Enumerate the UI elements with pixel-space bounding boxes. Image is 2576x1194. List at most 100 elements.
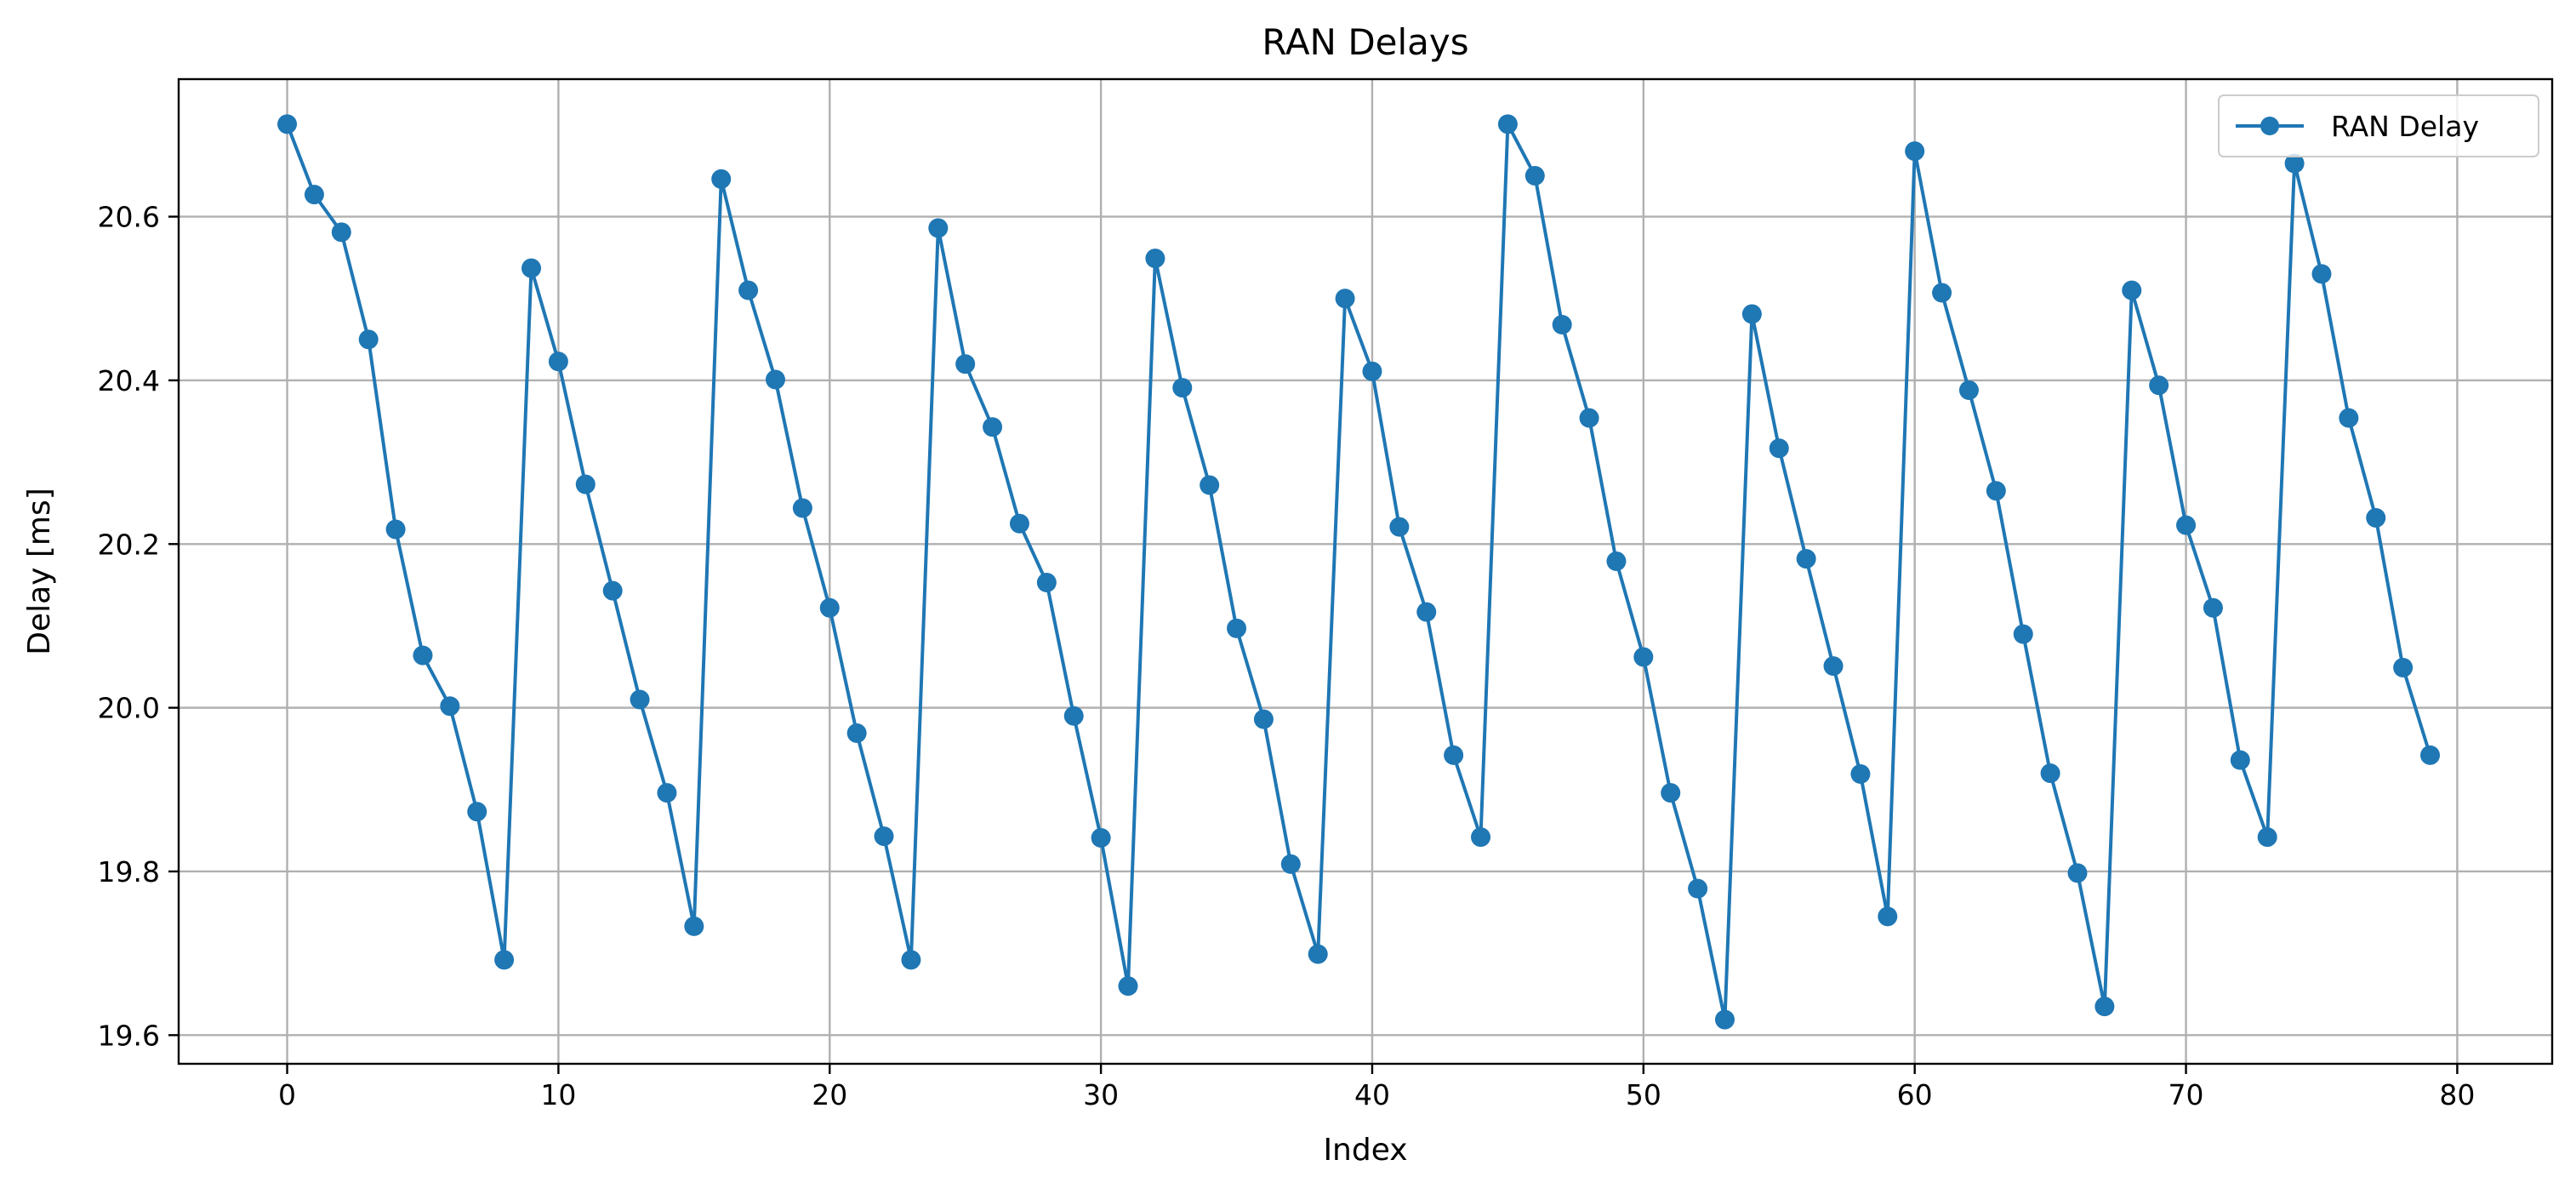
legend: RAN Delay	[2218, 94, 2539, 157]
data-point	[1091, 828, 1111, 848]
data-point	[521, 258, 542, 278]
data-point	[1741, 304, 1762, 324]
data-point	[1769, 438, 1789, 459]
data-point	[1280, 854, 1301, 874]
data-point	[1118, 976, 1138, 997]
data-point	[1525, 165, 1545, 186]
data-point	[657, 783, 677, 803]
chart-title: RAN Delays	[1262, 21, 1468, 63]
data-point	[1878, 906, 1898, 927]
y-tick-label: 19.8	[98, 855, 160, 888]
data-point	[358, 329, 379, 350]
data-point	[874, 826, 894, 847]
data-point	[1063, 706, 1084, 726]
data-point	[2149, 375, 2169, 396]
data-point	[2230, 750, 2250, 770]
x-tick-label: 80	[2439, 1078, 2475, 1111]
data-point	[1497, 114, 1518, 134]
data-point	[1633, 647, 1654, 667]
data-point	[1362, 361, 1382, 381]
data-point	[1661, 783, 1681, 803]
data-point	[2094, 997, 2115, 1017]
data-point	[2393, 658, 2414, 678]
data-point	[1796, 549, 1816, 569]
data-point	[602, 580, 623, 601]
data-point	[1986, 481, 2006, 501]
data-point	[630, 689, 650, 710]
data-point	[1389, 517, 1410, 537]
x-axis-label: Index	[1323, 1133, 1407, 1168]
data-point	[1688, 878, 1708, 899]
y-axis-label: Delay [ms]	[22, 488, 57, 655]
data-point	[1444, 745, 1464, 765]
x-tick-label: 70	[2169, 1078, 2204, 1111]
data-point	[955, 354, 976, 374]
data-point	[2067, 863, 2088, 883]
data-point	[2176, 515, 2197, 535]
data-point	[1552, 315, 1572, 335]
data-point	[304, 185, 324, 205]
data-point	[2040, 763, 2060, 784]
axes-frame	[177, 77, 2554, 1065]
data-point	[684, 916, 704, 936]
data-point	[1471, 827, 1491, 848]
data-point	[819, 597, 840, 618]
data-point	[2122, 280, 2142, 300]
data-point	[2203, 597, 2223, 618]
y-tick-label: 20.2	[98, 528, 160, 561]
data-point	[1606, 551, 1627, 571]
data-point	[1932, 283, 1952, 303]
data-point	[901, 950, 921, 970]
y-tick-label: 20.4	[98, 364, 160, 397]
data-point	[1850, 764, 1871, 785]
data-point	[1958, 380, 1979, 400]
data-point	[711, 169, 732, 189]
data-point	[277, 114, 298, 134]
x-tick-label: 40	[1354, 1078, 1390, 1111]
x-tick-label: 30	[1083, 1078, 1119, 1111]
data-point	[413, 645, 433, 666]
data-point	[1714, 1009, 1735, 1030]
data-point	[1200, 475, 1220, 495]
legend-box	[2218, 94, 2539, 157]
data-point	[2339, 408, 2359, 428]
y-axis: 19.6 19.8 20.0 20.2 20.4 20.6	[98, 201, 179, 1052]
data-point	[2013, 624, 2033, 644]
data-point	[1905, 141, 1925, 162]
x-tick-label: 50	[1626, 1078, 1661, 1111]
data-point	[765, 369, 785, 390]
data-point	[1036, 572, 1057, 592]
data-point	[331, 222, 351, 243]
x-tick-label: 60	[1897, 1078, 1933, 1111]
data-point	[1227, 618, 1247, 638]
data-point	[548, 351, 568, 372]
y-tick-label: 20.6	[98, 201, 160, 234]
data-point	[494, 950, 515, 970]
data-point	[1172, 378, 1193, 398]
x-axis: 0 10 20 30 40 50 60 70 80	[278, 1064, 2475, 1111]
data-point	[1823, 656, 1844, 677]
data-point	[1145, 249, 1165, 269]
x-tick-label: 0	[278, 1078, 296, 1111]
data-point	[928, 218, 949, 238]
data-point	[467, 802, 487, 822]
data-point	[2420, 745, 2441, 765]
y-tick-label: 20.0	[98, 692, 160, 725]
y-tick-label: 19.6	[98, 1019, 160, 1052]
data-point	[440, 696, 460, 717]
data-point	[1009, 513, 1029, 534]
data-point	[1579, 408, 1599, 428]
series-line	[285, 122, 2432, 1022]
data-point	[846, 723, 867, 743]
x-tick-label: 20	[812, 1078, 847, 1111]
data-point	[2257, 827, 2277, 848]
data-point	[2366, 508, 2386, 528]
plot-area	[277, 114, 2441, 1030]
data-point	[1335, 289, 1355, 309]
x-tick-label: 10	[540, 1078, 576, 1111]
legend-marker-swatch	[2260, 117, 2279, 135]
data-point	[983, 417, 1003, 437]
data-point	[1308, 944, 1328, 964]
